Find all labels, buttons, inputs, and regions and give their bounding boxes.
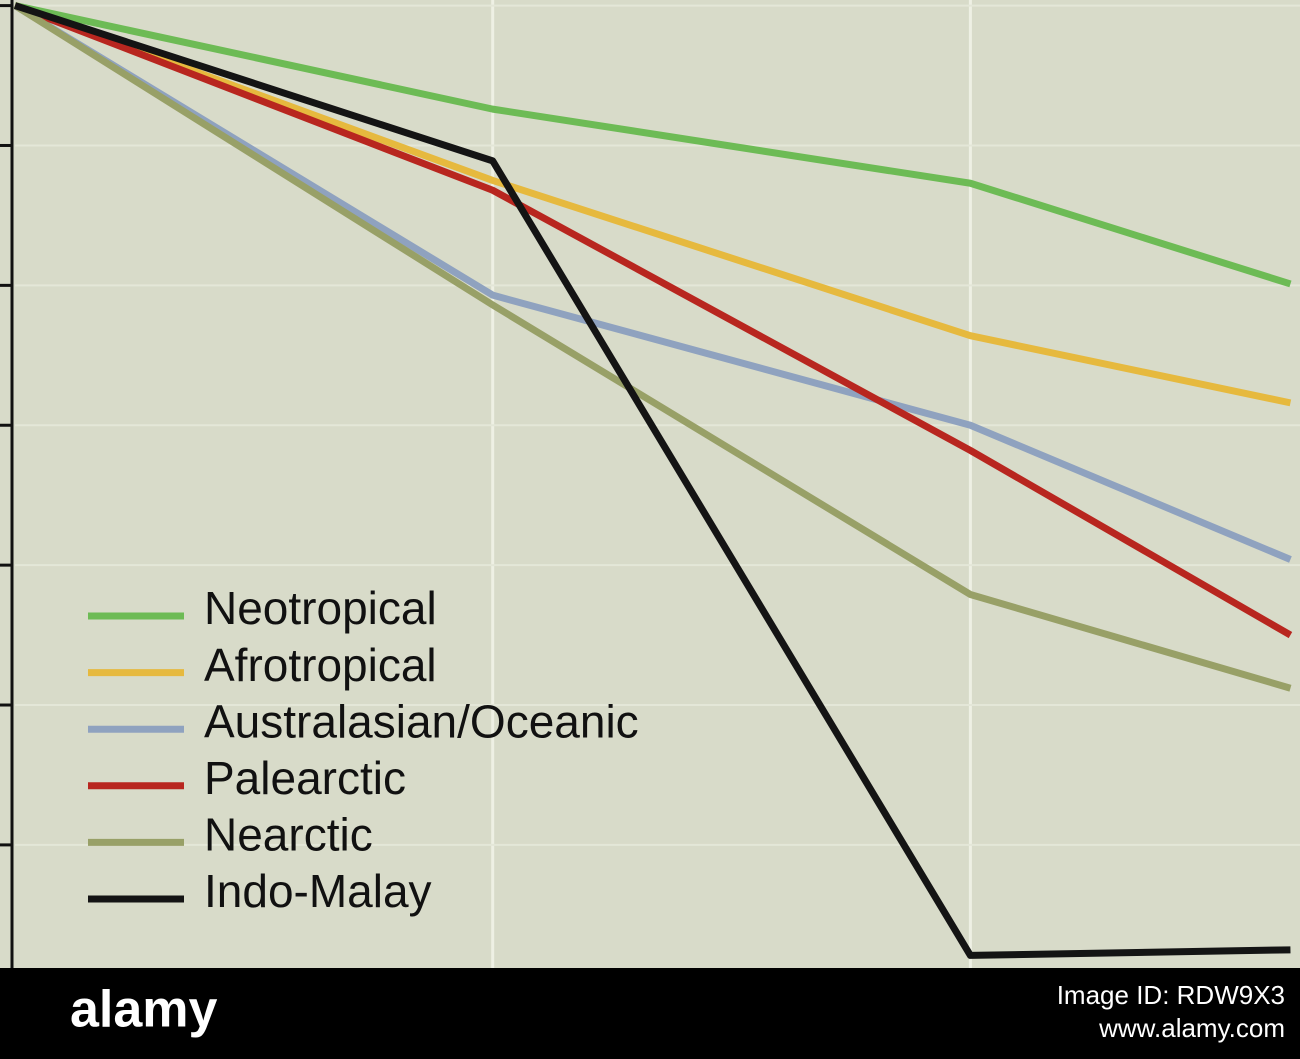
series-line xyxy=(13,2,1291,959)
series-line xyxy=(13,2,1292,407)
series-line xyxy=(13,2,1292,692)
footer-id: Image ID: RDW9X3 xyxy=(1057,980,1285,1010)
series-line xyxy=(13,2,1293,639)
legend-label: Indo-Malay xyxy=(204,865,432,917)
footer-band xyxy=(0,968,1300,1059)
legend-label: Nearctic xyxy=(204,809,373,861)
series-line xyxy=(14,2,1292,288)
series-line xyxy=(13,2,1292,563)
legend-label: Australasian/Oceanic xyxy=(204,695,639,747)
footer-logo: alamy xyxy=(70,981,218,1039)
legend-label: Neotropical xyxy=(204,582,437,634)
legend-label: Palearctic xyxy=(204,752,406,804)
plot-background xyxy=(0,0,1300,968)
footer-url: www.alamy.com xyxy=(1098,1013,1285,1043)
legend-label: Afrotropical xyxy=(204,639,437,691)
